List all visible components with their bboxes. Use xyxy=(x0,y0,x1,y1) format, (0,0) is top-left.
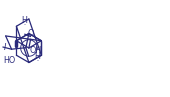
Text: OH: OH xyxy=(30,46,42,55)
Text: Ḥ: Ḥ xyxy=(34,51,40,60)
Text: O: O xyxy=(27,29,34,38)
Text: Ḥ: Ḥ xyxy=(22,15,28,24)
Text: HO: HO xyxy=(3,56,15,65)
Text: I: I xyxy=(4,42,6,52)
